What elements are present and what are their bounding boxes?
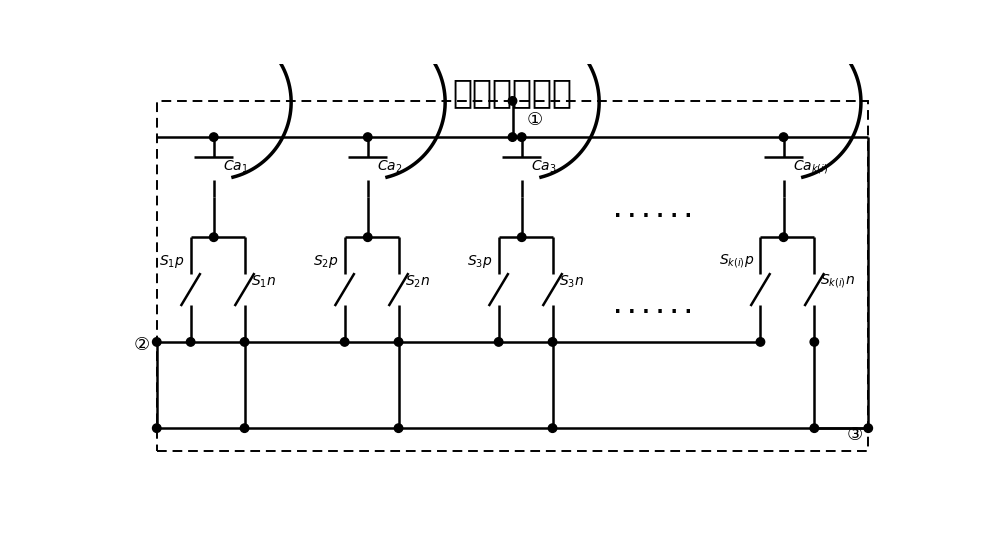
Circle shape xyxy=(153,424,161,432)
Text: $S_1p$: $S_1p$ xyxy=(159,253,184,270)
Text: $Ca_{k(i)}$: $Ca_{k(i)}$ xyxy=(793,158,828,176)
Circle shape xyxy=(779,233,788,241)
Text: ②: ② xyxy=(133,336,149,354)
Text: $Ca_3$: $Ca_3$ xyxy=(531,159,557,175)
Circle shape xyxy=(210,133,218,141)
Circle shape xyxy=(779,133,788,141)
Text: $S_3p$: $S_3p$ xyxy=(467,253,492,270)
Circle shape xyxy=(394,338,403,346)
Circle shape xyxy=(153,338,161,346)
Circle shape xyxy=(864,424,872,432)
Text: $S_3n$: $S_3n$ xyxy=(559,273,584,289)
Circle shape xyxy=(210,233,218,241)
Text: · · · · · ·: · · · · · · xyxy=(614,207,692,226)
Circle shape xyxy=(494,338,503,346)
Circle shape xyxy=(508,133,517,141)
Circle shape xyxy=(340,338,349,346)
Circle shape xyxy=(364,133,372,141)
Circle shape xyxy=(548,424,557,432)
Circle shape xyxy=(240,338,249,346)
Text: $S_{k(i)}n$: $S_{k(i)}n$ xyxy=(820,272,855,289)
Circle shape xyxy=(364,233,372,241)
Circle shape xyxy=(810,424,819,432)
Circle shape xyxy=(394,424,403,432)
Text: $Ca_2$: $Ca_2$ xyxy=(377,159,402,175)
Text: $Ca_1$: $Ca_1$ xyxy=(223,159,248,175)
Text: ①: ① xyxy=(526,111,542,129)
Text: · · · · · ·: · · · · · · xyxy=(614,303,692,322)
Circle shape xyxy=(240,424,249,432)
Text: $S_1n$: $S_1n$ xyxy=(251,273,276,289)
Text: $S_2p$: $S_2p$ xyxy=(313,253,338,270)
Text: $S_2n$: $S_2n$ xyxy=(405,273,430,289)
Text: ③: ③ xyxy=(847,426,863,444)
Text: $S_{k(i)}p$: $S_{k(i)}p$ xyxy=(719,252,754,270)
Circle shape xyxy=(518,233,526,241)
Text: 调整电容阵列: 调整电容阵列 xyxy=(452,76,572,109)
Circle shape xyxy=(548,338,557,346)
Circle shape xyxy=(508,96,517,105)
Circle shape xyxy=(756,338,765,346)
Bar xyxy=(157,101,868,451)
Circle shape xyxy=(518,133,526,141)
Circle shape xyxy=(810,338,819,346)
Circle shape xyxy=(186,338,195,346)
